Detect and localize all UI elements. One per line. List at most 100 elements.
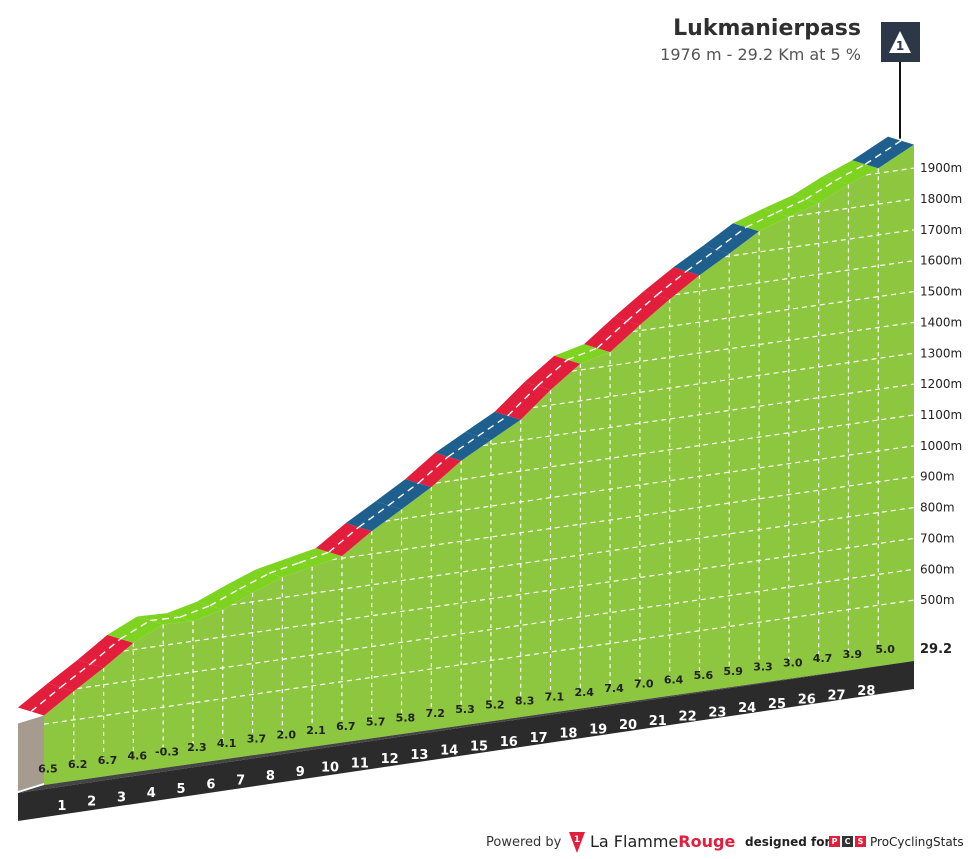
road-centerline	[745, 212, 777, 228]
km-marker-label: 24	[738, 701, 756, 716]
gradient-label: 3.7	[247, 733, 267, 746]
pcs-logo-s: S	[855, 836, 866, 847]
road-centerline	[209, 588, 240, 607]
road-centerline	[656, 270, 687, 296]
gradient-label: 6.7	[98, 754, 118, 767]
km-marker-label: 8	[266, 769, 275, 784]
elevation-gridline	[43, 599, 915, 725]
km-marker-label: 5	[177, 782, 186, 797]
km-marker-label: 22	[679, 710, 697, 725]
gradient-label: 4.1	[217, 737, 237, 750]
gradient-label: 3.3	[753, 661, 773, 674]
gradient-label: 7.2	[425, 707, 445, 720]
y-tick-label: 1600m	[920, 254, 962, 268]
km-marker-label: 12	[381, 752, 399, 767]
elevation-gridline	[865, 167, 915, 176]
km-marker-label: 10	[321, 761, 339, 776]
gradient-label: 2.4	[574, 686, 594, 699]
road-centerline	[567, 347, 598, 361]
road-segment	[77, 634, 134, 668]
road-centerline	[477, 415, 509, 437]
y-tick-label: 1400m	[920, 315, 962, 329]
elevation-gridline	[331, 476, 915, 561]
gradient-label: 6.2	[68, 758, 88, 771]
km-marker-label: 18	[559, 727, 577, 742]
gradient-label: 5.2	[485, 699, 505, 712]
road-centerline	[447, 435, 479, 458]
road-centerline	[715, 226, 747, 251]
road-centerline	[835, 163, 866, 182]
road-centerline	[775, 198, 806, 214]
gradient-label: 7.0	[634, 678, 654, 691]
y-tick-label: 700m	[920, 531, 955, 545]
km-marker-label: 9	[296, 765, 305, 780]
road-centerline	[596, 320, 628, 349]
km-marker-label: 15	[470, 739, 488, 754]
svg-text:1: 1	[574, 835, 580, 845]
gradient-label: 7.1	[545, 690, 565, 703]
km-marker-label: 11	[351, 756, 369, 771]
km-marker-label: 1	[57, 799, 66, 814]
gradient-label: 6.7	[336, 720, 356, 733]
road-centerline	[328, 526, 360, 553]
km-marker-label: 13	[410, 748, 428, 763]
road-segment	[405, 452, 462, 488]
elevation-gridline	[77, 568, 915, 690]
road-centerline	[358, 504, 389, 528]
road-segment	[524, 355, 581, 390]
road-centerline	[269, 562, 300, 574]
road-segment	[494, 381, 551, 420]
elevation-gridline	[675, 260, 915, 296]
pcs-logo-c: C	[842, 836, 853, 847]
climb-stats: 1976 m - 29.2 Km at 5 %	[660, 45, 861, 64]
road-segment	[584, 317, 640, 353]
pcs-logo-p: P	[829, 836, 840, 847]
start-cap	[18, 715, 44, 791]
road-centerline	[417, 456, 449, 484]
gradient-label: 6.5	[38, 762, 58, 775]
km-marker-label: 3	[117, 790, 126, 805]
profile-area	[44, 144, 914, 786]
km-marker-label: 19	[589, 722, 607, 737]
gradient-label: -0.3	[155, 745, 179, 758]
km-marker-label: 4	[147, 786, 156, 801]
road-segment	[315, 523, 372, 557]
road-segment	[643, 267, 700, 300]
gradient-label: 2.1	[306, 724, 326, 737]
road-centerline	[805, 179, 836, 200]
km-band-edge	[18, 661, 914, 793]
km-marker-label: 26	[798, 693, 816, 708]
road-segment	[613, 291, 670, 326]
elevation-gridline	[724, 229, 915, 258]
km-marker-label: 25	[768, 697, 786, 712]
road-centerline	[179, 605, 211, 618]
summit-triangle-icon	[889, 31, 911, 53]
gradient-label: 5.8	[396, 711, 416, 724]
gradient-label: 5.9	[723, 665, 743, 678]
total-distance-label: 29.2	[920, 642, 952, 657]
gradient-label: 3.0	[783, 656, 803, 669]
road-centerline	[239, 572, 270, 590]
y-tick-label: 1700m	[920, 223, 962, 237]
road-centerline	[60, 663, 92, 688]
elevation-gridline	[788, 198, 915, 218]
brand-left: La Flamme	[590, 832, 679, 851]
gradient-label: 6.4	[664, 673, 684, 686]
y-tick-label: 900m	[920, 470, 955, 484]
gradient-label: 5.0	[875, 643, 895, 656]
gradient-label: 5.6	[694, 669, 714, 682]
gradient-label: 2.0	[277, 728, 297, 741]
gradient-label: 8.3	[515, 694, 535, 707]
designed-for-text: designed for	[745, 835, 831, 849]
km-marker-label: 6	[206, 778, 215, 793]
y-tick-label: 1900m	[920, 161, 962, 175]
y-tick-label: 1800m	[920, 192, 962, 206]
brand-right: Rouge	[678, 832, 736, 851]
km-marker-label: 28	[857, 684, 875, 699]
footer: Powered by 1 La FlammeRouge designed for…	[0, 830, 975, 856]
elevation-gridline	[231, 506, 915, 606]
climb-title: Lukmanierpass	[673, 16, 861, 41]
road-centerline	[388, 482, 419, 506]
